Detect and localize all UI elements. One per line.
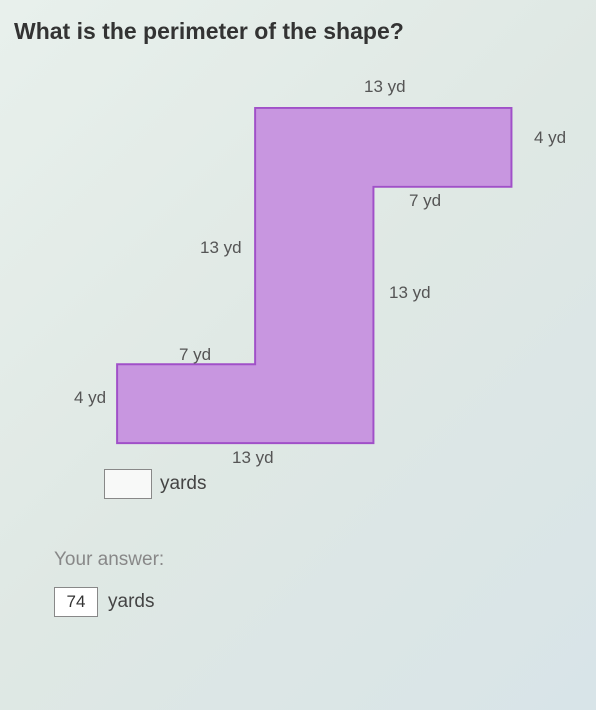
- dim-right-upper: 4 yd: [534, 128, 566, 148]
- answer-blank-row: yards: [104, 469, 582, 499]
- perimeter-shape: [104, 103, 564, 453]
- given-answer-value: 74: [54, 587, 98, 617]
- dim-left-upper: 13 yd: [200, 238, 242, 258]
- given-answer-unit: yards: [108, 591, 154, 613]
- answer-unit-label: yards: [160, 473, 206, 495]
- given-answer-row: 74 yards: [54, 587, 582, 617]
- your-answer-label: Your answer:: [54, 549, 582, 571]
- shape-polygon: [117, 108, 511, 443]
- question-text: What is the perimeter of the shape?: [14, 18, 582, 45]
- dim-bottom: 13 yd: [232, 448, 274, 468]
- dim-right-lower: 13 yd: [389, 283, 431, 303]
- dim-left-inset: 7 yd: [179, 345, 211, 365]
- dim-left-lower: 4 yd: [74, 388, 106, 408]
- dim-right-inset: 7 yd: [409, 191, 441, 211]
- answer-input-box[interactable]: [104, 469, 152, 499]
- shape-diagram: 13 yd 4 yd 7 yd 13 yd 13 yd 7 yd 4 yd 13…: [14, 73, 574, 453]
- dim-top: 13 yd: [364, 77, 406, 97]
